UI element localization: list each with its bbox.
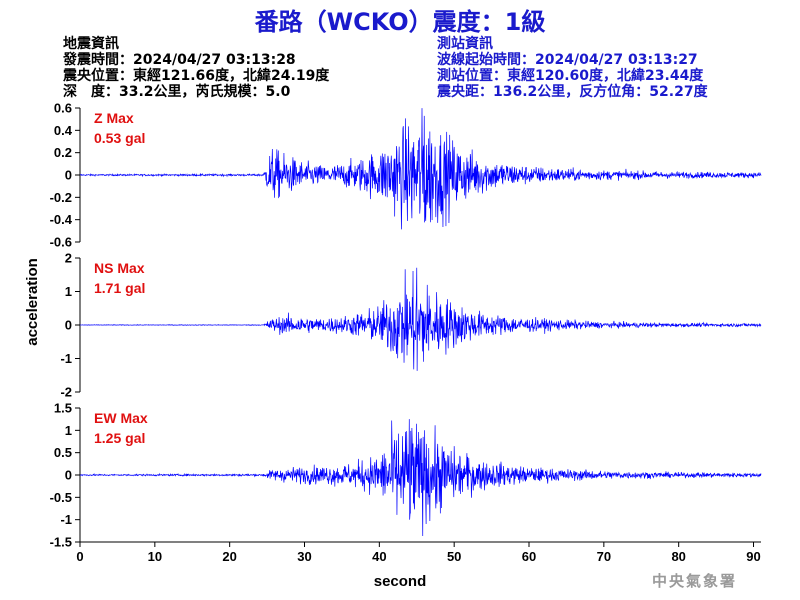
y-tick-label: 0.5 (54, 445, 72, 460)
y-tick-label: -1 (60, 351, 72, 366)
panel-component-label: NS Max (94, 260, 145, 276)
waveform-trace (79, 419, 762, 537)
y-tick-label: 0.6 (54, 101, 72, 116)
x-tick-label: 10 (148, 549, 162, 564)
y-axis-label: acceleration (24, 258, 41, 346)
x-tick-label: 50 (447, 549, 461, 564)
y-tick-label: -0.5 (50, 490, 72, 505)
x-axis-label: second (374, 573, 427, 590)
waveform-trace (79, 267, 762, 371)
origin-time: 發震時間：2024/04/27 03:13:28 (63, 52, 296, 68)
depth-magnitude: 深 度：33.2公里，芮氏規模：5.0 (63, 84, 291, 100)
x-tick-label: 20 (222, 549, 236, 564)
station-info-heading: 測站資訊 (437, 36, 493, 52)
agency-watermark: 中央氣象署 (652, 572, 738, 590)
y-tick-label: 1 (65, 423, 72, 438)
y-tick-label: 0.2 (54, 145, 72, 160)
y-tick-label: 0 (65, 468, 72, 483)
x-tick-label: 70 (597, 549, 611, 564)
panel-component-label: Z Max (94, 110, 134, 126)
x-tick-label: 0 (76, 549, 83, 564)
x-tick-label: 80 (671, 549, 685, 564)
y-tick-label: -0.2 (50, 190, 72, 205)
epicenter-location: 震央位置：東經121.66度，北緯24.19度 (63, 68, 330, 84)
y-tick-label: -0.6 (50, 235, 72, 250)
quake-info-heading: 地震資訊 (63, 36, 119, 52)
y-tick-label: 2 (65, 251, 72, 266)
panel-max-label: 1.25 gal (94, 430, 145, 446)
x-tick-label: 40 (372, 549, 386, 564)
y-tick-label: 0 (65, 168, 72, 183)
x-tick-label: 60 (522, 549, 536, 564)
waveform-trace (79, 108, 762, 230)
quake-info-block: 地震資訊 發震時間：2024/04/27 03:13:28 震央位置：東經121… (63, 36, 329, 100)
page-title: 番路（WCKO）震度：1級 (254, 8, 546, 36)
panel-max-label: 1.71 gal (94, 280, 145, 296)
wave-start-time: 波線起始時間：2024/04/27 03:13:27 (437, 52, 698, 68)
station-info-block: 測站資訊 波線起始時間：2024/04/27 03:13:27 測站位置：東經1… (437, 36, 708, 100)
panel-component-label: EW Max (94, 410, 148, 426)
y-tick-label: -1 (60, 512, 72, 527)
y-tick-label: 0 (65, 318, 72, 333)
y-tick-label: -1.5 (50, 535, 72, 550)
station-location: 測站位置：東經120.60度，北緯23.44度 (437, 68, 704, 84)
panel-max-label: 0.53 gal (94, 130, 145, 146)
x-tick-label: 30 (297, 549, 311, 564)
y-tick-label: -0.4 (50, 212, 73, 227)
y-tick-label: 1 (65, 284, 72, 299)
y-tick-label: 1.5 (54, 401, 72, 416)
y-tick-label: 0.4 (54, 123, 73, 138)
epicentral-distance-azimuth: 震央距：136.2公里，反方位角：52.27度 (437, 84, 708, 100)
y-tick-label: -2 (60, 385, 72, 400)
x-tick-label: 90 (746, 549, 760, 564)
